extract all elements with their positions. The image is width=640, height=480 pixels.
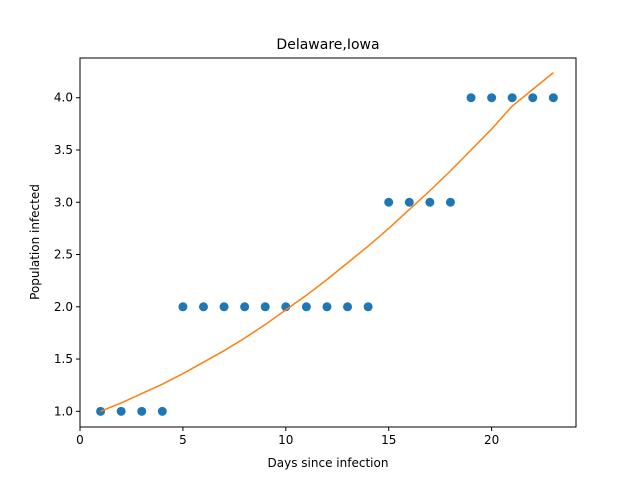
fit-line (100, 72, 554, 413)
y-tick-label: 1.5 (54, 352, 73, 366)
data-point (198, 302, 208, 312)
data-point (322, 302, 332, 312)
x-tick-label: 20 (484, 433, 499, 447)
x-tick-label: 10 (278, 433, 293, 447)
chart-title: Delaware,Iowa (276, 37, 379, 53)
plot-frame (79, 57, 577, 428)
y-tick-label: 3.0 (54, 195, 73, 209)
y-tick-label: 1.0 (54, 404, 73, 418)
data-point (507, 93, 517, 103)
data-point (157, 406, 167, 416)
y-tick-label: 3.5 (54, 143, 73, 157)
data-point (137, 406, 147, 416)
x-tick-label: 5 (179, 433, 187, 447)
data-point (219, 302, 229, 312)
data-point (404, 197, 414, 207)
y-tick-label: 4.0 (54, 91, 73, 105)
y-axis-label: Population infected (28, 184, 42, 300)
data-point (178, 302, 188, 312)
data-point (466, 93, 476, 103)
data-point (363, 302, 373, 312)
data-point (116, 406, 126, 416)
data-point (343, 302, 353, 312)
y-tick-label: 2.5 (54, 248, 73, 262)
x-tick-label: 0 (76, 433, 84, 447)
data-point (425, 197, 435, 207)
data-point (301, 302, 311, 312)
data-point (528, 93, 538, 103)
data-point (548, 93, 558, 103)
data-point (384, 197, 394, 207)
x-axis-label: Days since infection (268, 456, 389, 470)
y-tick-label: 2.0 (54, 300, 73, 314)
x-tick-label: 15 (381, 433, 396, 447)
data-point (260, 302, 270, 312)
data-point (240, 302, 250, 312)
data-point (445, 197, 455, 207)
plot-area (96, 72, 558, 416)
data-point (487, 93, 497, 103)
